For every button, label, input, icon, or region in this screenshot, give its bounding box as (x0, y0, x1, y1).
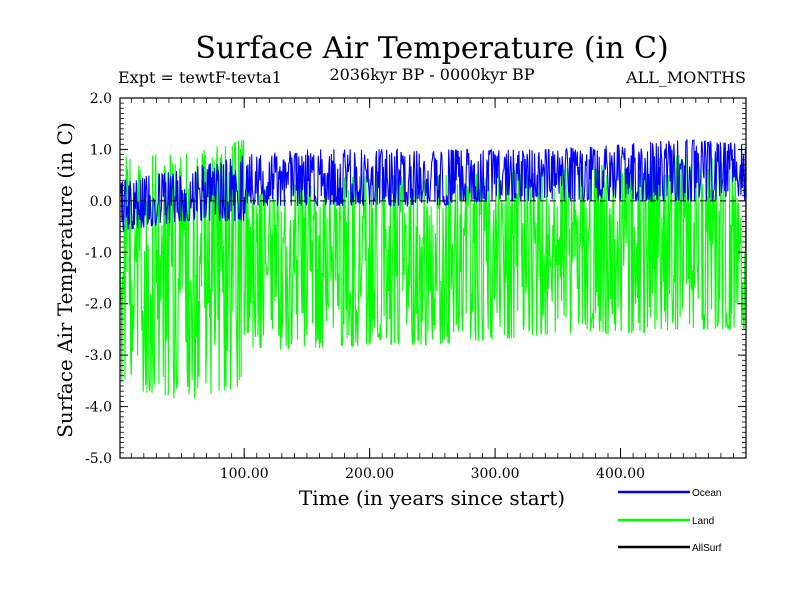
x-tick-label: 100.00 (220, 466, 269, 482)
y-tick-label: -4.0 (85, 400, 112, 416)
x-axis-label: Time (in years since start) (299, 486, 565, 510)
y-tick-label: -3.0 (85, 348, 112, 364)
x-tick-label: 400.00 (596, 466, 645, 482)
x-tick-label: 300.00 (471, 466, 520, 482)
chart-title: Surface Air Temperature (in C) (195, 31, 668, 66)
y-tick-label: -5.0 (85, 451, 112, 467)
y-tick-label: 0.0 (90, 194, 112, 210)
y-axis-label: Surface Air Temperature (in C) (53, 122, 77, 438)
y-tick-label: 1.0 (90, 142, 112, 158)
experiment-label: Expt = tewtF-tevta1 (118, 68, 282, 87)
y-tick-label: -1.0 (85, 245, 112, 261)
series-line-land (119, 139, 747, 399)
y-tick-label: -2.0 (85, 297, 112, 313)
legend-label-ocean: Ocean (692, 488, 721, 499)
y-tick-label: 2.0 (90, 91, 112, 107)
legend-label-land: Land (692, 516, 714, 527)
chart-subtitle: 2036kyr BP - 0000kyr BP (330, 65, 535, 84)
legend: Ocean Land AllSurf (618, 488, 722, 554)
series-line-ocean (119, 138, 747, 231)
plot-area: 2.0 1.0 0.0 -1.0 -2.0 -3.0 -4.0 -5.0 100.00 200.0… (85, 91, 747, 482)
months-label: ALL_MONTHS (625, 68, 746, 87)
legend-label-allsurf: AllSurf (692, 543, 722, 554)
x-tick-label: 200.00 (345, 466, 394, 482)
